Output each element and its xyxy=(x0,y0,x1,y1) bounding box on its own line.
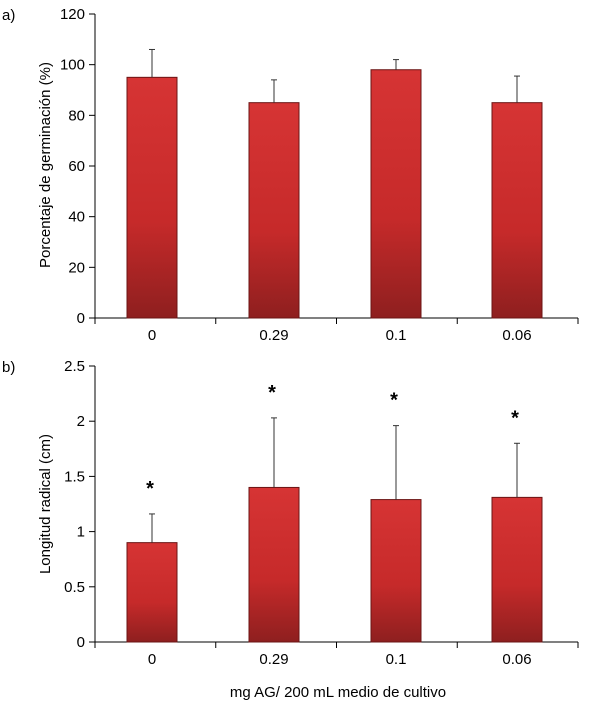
bar xyxy=(491,496,543,643)
bar xyxy=(370,499,422,643)
bar xyxy=(248,486,300,643)
y-tick-label: 100 xyxy=(60,57,85,74)
chart-marks-a: 0 20 40 60 80 100 120 0 0.29 0.1 0.06 xyxy=(60,6,579,344)
y-tick-label: 1 xyxy=(77,524,85,541)
germination-chart: a) Porcentaje de germinación (%) 0 20 40 60… xyxy=(2,6,579,344)
y-tick-label: 120 xyxy=(60,6,85,23)
x-tick-label: 0.1 xyxy=(386,327,407,344)
y-tick-label: 2 xyxy=(77,413,85,430)
significance-marker: * xyxy=(146,478,154,500)
y-axis-title-a: Porcentaje de germinación (%) xyxy=(37,62,54,268)
root-length-chart: b) Longitud radical (cm) 00.511.522.50*0… xyxy=(2,358,579,701)
y-tick-label: 0 xyxy=(77,310,85,327)
y-axis-title-b: Longitud radical (cm) xyxy=(37,434,54,574)
significance-marker: * xyxy=(268,382,276,404)
chart-marks-b: 0 0.5 1 1.5 2 2.5 0 * 0.29 * 0.1 * 0.06 * xyxy=(64,358,579,668)
y-tick-label: 0.5 xyxy=(64,579,85,596)
y-tick-label: 1.5 xyxy=(64,468,85,485)
x-tick-label: 0 xyxy=(148,651,156,668)
y-tick-label: 2.5 xyxy=(64,358,85,375)
y-tick-label: 80 xyxy=(68,107,85,124)
significance-marker: * xyxy=(390,390,398,412)
x-tick-label: 0.1 xyxy=(386,651,407,668)
x-tick-label: 0 xyxy=(148,327,156,344)
bar xyxy=(491,102,543,319)
x-tick-label: 0.29 xyxy=(259,651,288,668)
panel-label-a: a) xyxy=(2,7,15,24)
x-axis-title: mg AG/ 200 mL medio de cultivo xyxy=(230,684,446,701)
y-tick-label: 60 xyxy=(68,158,85,175)
significance-marker: * xyxy=(511,407,519,429)
x-tick-label: 0.06 xyxy=(502,651,531,668)
y-tick-label: 20 xyxy=(68,259,85,276)
y-tick-label: 40 xyxy=(68,209,85,226)
panel-label-b: b) xyxy=(2,359,15,376)
bar xyxy=(370,69,422,319)
y-tick-label: 0 xyxy=(77,634,85,651)
x-tick-label: 0.29 xyxy=(259,327,288,344)
bar xyxy=(126,542,178,643)
bar xyxy=(248,102,300,319)
x-tick-label: 0.06 xyxy=(502,327,531,344)
bar xyxy=(126,76,178,319)
